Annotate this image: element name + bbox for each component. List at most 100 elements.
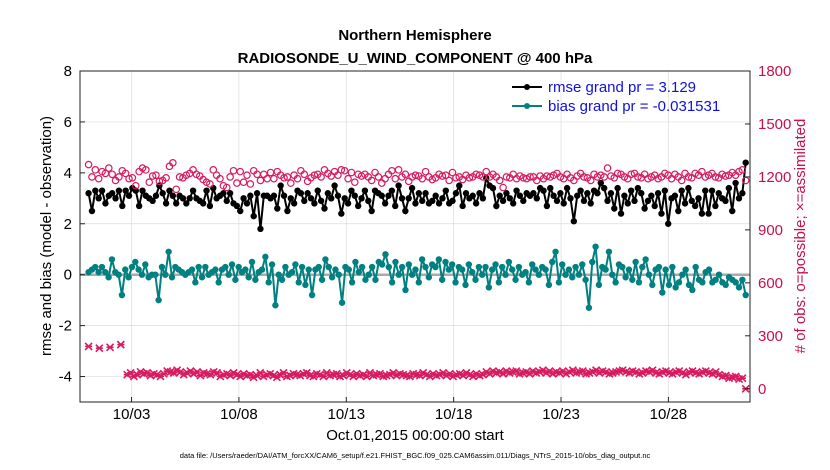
rmse-point <box>324 190 332 197</box>
bias-point <box>305 266 312 273</box>
bias-point <box>272 302 279 309</box>
rmse-point <box>402 207 409 215</box>
rmse-point <box>311 200 318 207</box>
bias-point <box>392 258 399 266</box>
bias-point <box>495 279 503 286</box>
bias-point <box>162 271 169 278</box>
bias-point <box>388 279 396 286</box>
obs-possible-point <box>627 170 635 179</box>
bias-point <box>435 256 443 263</box>
rmse-point <box>567 195 574 202</box>
bias-point <box>699 279 706 286</box>
rmse-point <box>442 187 449 194</box>
rmse-point <box>685 184 692 192</box>
bias-point <box>579 261 586 268</box>
rmse-point <box>516 192 524 199</box>
rmse-point <box>223 197 230 205</box>
bias-point <box>432 263 439 271</box>
bias-point <box>552 248 559 255</box>
rmse-point <box>253 190 261 197</box>
obs-possible-point <box>246 180 255 188</box>
obs-possible-point <box>209 166 218 174</box>
bias-point <box>258 266 266 273</box>
bias-point <box>95 268 102 276</box>
bias-point <box>569 274 576 281</box>
rmse-point <box>186 195 193 202</box>
legend-rmse-marker <box>524 84 530 90</box>
rmse-point <box>580 197 588 205</box>
rmse-point <box>654 190 662 197</box>
bias-point <box>325 263 332 271</box>
rmse-point <box>472 200 480 207</box>
rmse-point <box>739 190 746 197</box>
bias-point <box>405 261 413 268</box>
obs-possible-point <box>115 173 123 181</box>
y-axis-right: 0 300 600 900 1200 1500 1800 <box>745 63 791 398</box>
y-tick-label: 8 <box>64 63 72 80</box>
rmse-point <box>462 190 470 197</box>
rmse-point <box>398 195 406 202</box>
bias-point <box>542 266 549 273</box>
bias-point <box>499 263 506 271</box>
bias-point <box>575 271 583 278</box>
plot-area <box>80 71 750 402</box>
bias-point <box>98 263 106 271</box>
rmse-point <box>169 192 177 199</box>
data-file-footnote: data file: /Users/raeder/DAI/ATM_forcXX/… <box>180 451 651 460</box>
obs-possible-point <box>603 164 612 172</box>
bias-point <box>622 274 629 281</box>
bias-point <box>138 271 146 278</box>
bias-point <box>619 263 626 271</box>
rmse-point <box>621 192 628 199</box>
rmse-point <box>540 187 547 194</box>
rmse-point <box>671 192 679 199</box>
y-right-tick-label: 1500 <box>758 116 791 133</box>
x-tick-label: 10/18 <box>435 406 473 423</box>
obs-possible-point <box>148 172 157 180</box>
rmse-point <box>85 190 92 197</box>
rmse-point <box>304 190 311 197</box>
rmse-point <box>644 197 652 205</box>
rmse-point <box>226 190 234 197</box>
x-tick-label: 10/28 <box>650 406 688 423</box>
bias-point <box>92 263 99 271</box>
bias-point <box>358 263 366 271</box>
rmse-point <box>152 192 160 199</box>
bias-point <box>712 276 719 283</box>
bias-point <box>655 263 663 271</box>
obs-possible-series <box>84 158 750 194</box>
rmse-point <box>314 187 321 194</box>
obs-possible-point <box>175 173 184 181</box>
rmse-point <box>611 205 618 212</box>
obs-possible-point <box>222 183 231 192</box>
bias-point <box>642 256 649 263</box>
rmse-point <box>695 195 702 202</box>
rmse-point <box>574 192 581 199</box>
rmse-point <box>604 197 611 205</box>
obs-possible-point <box>162 174 170 182</box>
rmse-point <box>661 187 669 194</box>
rmse-point <box>166 187 173 194</box>
rmse-point <box>220 190 227 197</box>
bias-point <box>288 268 296 276</box>
rmse-point <box>479 195 487 202</box>
bias-point <box>468 268 476 276</box>
bias-point <box>368 263 376 271</box>
bias-point <box>308 291 316 299</box>
rmse-point <box>115 187 123 194</box>
y-tick-label: 6 <box>64 114 72 131</box>
rmse-point <box>432 192 439 199</box>
obs-possible-point <box>94 174 103 183</box>
bias-point <box>705 266 713 273</box>
bias-point <box>465 261 473 268</box>
bias-point <box>252 276 259 283</box>
obs-possible-point <box>394 166 403 174</box>
obs-assimilated-point <box>738 374 747 383</box>
rmse-point <box>614 184 621 192</box>
rmse-point <box>422 190 429 197</box>
obs-possible-point <box>472 170 480 179</box>
bias-point <box>665 281 673 289</box>
bias-point <box>188 266 196 273</box>
bias-point <box>295 279 302 286</box>
obs-possible-point <box>502 173 511 181</box>
